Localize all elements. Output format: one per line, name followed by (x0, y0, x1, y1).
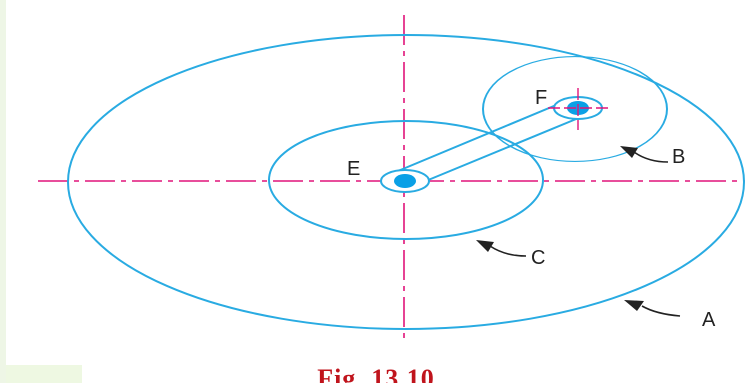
leader-arrow-b (620, 146, 669, 163)
label-a: A (702, 309, 716, 331)
pivot-e (380, 169, 430, 193)
leader-arrow-c (476, 240, 527, 257)
corner-highlight (6, 365, 82, 383)
circle-b (482, 55, 668, 163)
leader-arrow-a (624, 300, 681, 317)
label-b: B (672, 146, 685, 168)
figure-caption: Fig. 13.10 (317, 364, 435, 383)
label-f: F (535, 87, 547, 109)
pivot-f (548, 88, 610, 130)
arm-link (397, 97, 582, 191)
circle-c (268, 120, 544, 240)
label-e: E (347, 158, 360, 180)
label-c: C (531, 247, 545, 269)
circle-a (67, 34, 745, 330)
page-margin-strip (0, 0, 6, 383)
